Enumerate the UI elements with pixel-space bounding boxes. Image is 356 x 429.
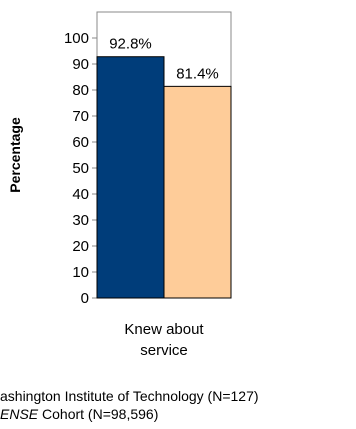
y-tick-label: 50 (72, 160, 89, 177)
y-tick-label: 40 (72, 186, 89, 203)
data-label-series-2: 81.4% (176, 65, 219, 82)
y-axis-label: Percentage (7, 117, 23, 193)
y-tick-label: 90 (72, 56, 89, 73)
y-axis: 0 10 20 30 40 50 60 70 80 90 100 (64, 30, 97, 307)
legend-entry-series-1: ashington Institute of Technology (N=127… (0, 388, 259, 406)
y-tick-label: 0 (81, 290, 89, 307)
y-tick-label: 30 (72, 212, 89, 229)
y-tick-label: 60 (72, 134, 89, 151)
y-tick-label: 70 (72, 108, 89, 125)
bar-series-2 (163, 85, 232, 299)
y-tick-label: 10 (72, 264, 89, 281)
y-tick-label: 20 (72, 238, 89, 255)
legend-label-series-2-prefix: ENSE (0, 406, 39, 422)
legend-label-series-2: Cohort (N=98,596) (42, 406, 159, 422)
bars: 92.8% 81.4% (96, 36, 232, 299)
x-category-label-line-1: Knew about (124, 321, 204, 338)
legend-entry-series-2: ENSE Cohort (N=98,596) (0, 406, 158, 424)
legend-label-series-1: ashington Institute of Technology (N=127… (0, 388, 259, 404)
bar-series-1 (96, 56, 165, 299)
x-category-label-line-2: service (140, 342, 188, 359)
data-label-series-1: 92.8% (109, 36, 152, 53)
y-tick-label: 100 (64, 30, 89, 47)
y-tick-label: 80 (72, 82, 89, 99)
